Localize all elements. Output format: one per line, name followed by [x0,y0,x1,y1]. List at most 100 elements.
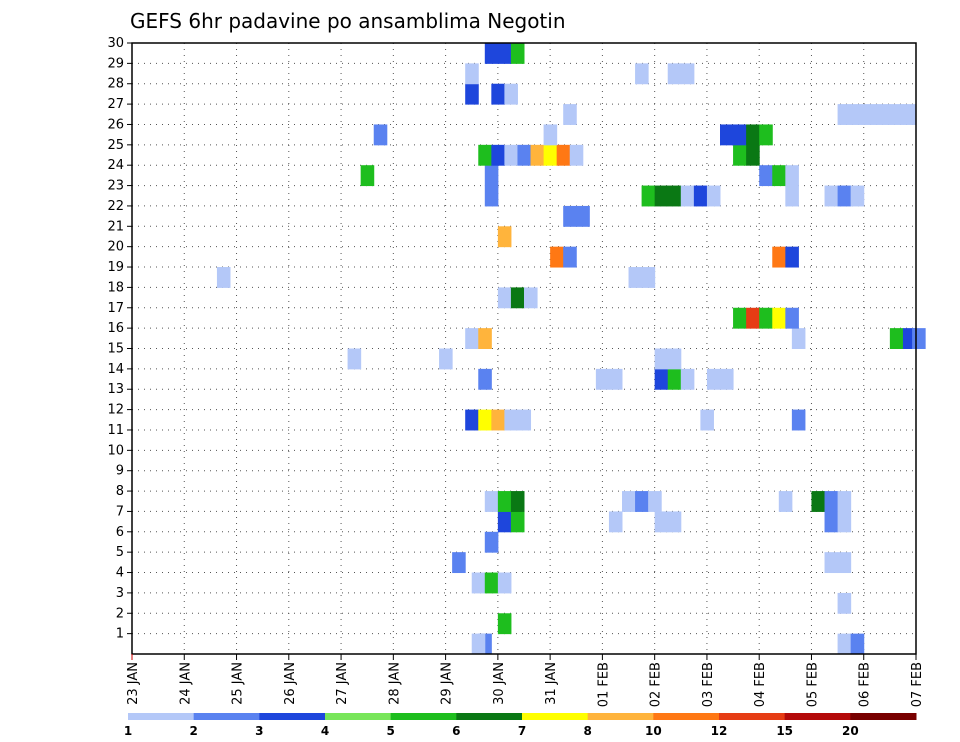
precip-cell [530,144,545,166]
precip-cell [706,368,721,390]
precip-cell [491,144,505,166]
precip-cell [863,104,878,125]
precip-cell [850,633,865,655]
y-tick-label: 24 [107,158,124,173]
precip-cell [497,287,512,309]
y-tick-label: 15 [107,342,124,357]
precip-cell [654,185,669,207]
precip-cell [484,531,499,553]
x-tick-label: 24 JAN [178,662,193,705]
y-tick-label: 25 [107,138,124,153]
precip-cell [465,409,479,431]
precip-cell [510,43,525,64]
precip-cell [497,613,512,635]
y-tick-label: 11 [107,423,124,438]
x-tick-label: 01 FEB [596,662,611,707]
x-tick-label: 31 JAN [544,662,559,705]
precip-cell [785,246,799,268]
precip-cell [484,43,499,64]
precip-cell [824,511,839,533]
precip-cell [484,185,499,207]
precip-cell [563,205,577,227]
precip-cell [837,185,852,207]
y-tick-label: 23 [107,179,124,194]
y-tick-label: 9 [116,464,124,479]
legend-label: 6 [452,724,460,738]
y-tick-label: 3 [116,586,124,601]
y-tick-label: 6 [116,525,124,540]
precip-cell [785,165,799,187]
precip-cell [680,368,695,390]
precip-cell [876,104,891,125]
precip-cell [524,287,538,309]
legend-label: 8 [583,724,591,738]
precip-cell [693,185,708,207]
precip-cell [889,104,904,125]
precip-cell [543,124,558,146]
y-tick-label: 26 [107,117,124,132]
precip-cell [733,307,747,329]
precip-cell [484,572,499,594]
y-tick-label: 10 [107,443,124,458]
precip-cell [706,185,721,207]
precip-cell [569,144,584,166]
precip-cell [778,491,793,512]
precip-cell [484,165,499,187]
precip-cell [889,328,904,349]
precip-cell [465,328,479,349]
precip-cell [837,592,852,614]
legend-swatch [325,713,392,720]
precip-cell [543,144,558,166]
x-tick-label: 04 FEB [753,662,768,707]
precip-cell [824,185,839,207]
precip-cell [837,511,852,533]
legend-label: 20 [842,724,859,738]
legend-swatch [128,713,195,720]
precip-cell [680,63,695,85]
precip-cell [595,368,610,390]
legend-swatch [390,713,457,720]
precip-cell [746,124,760,146]
precip-cell [759,124,773,146]
legend-label: 7 [518,724,526,738]
precip-cell [746,307,760,329]
y-tick-label: 14 [107,362,124,377]
precip-cell [608,511,623,533]
precip-cell [791,409,806,431]
precip-cell [504,144,518,166]
legend-label: 10 [645,724,662,738]
precip-cell [347,348,362,370]
x-tick-label: 07 FEB [910,662,925,707]
precip-cell [216,267,231,288]
precip-cell [491,83,505,105]
precip-cell [680,185,695,207]
precip-cell [772,165,786,187]
y-tick-label: 29 [107,56,124,71]
x-tick-label: 05 FEB [805,662,820,707]
precip-cell [902,104,917,125]
precip-cell [452,552,466,574]
precip-cell [641,267,656,288]
precip-cell [667,63,682,85]
x-tick-label: 06 FEB [858,662,873,707]
legend-label: 4 [321,724,329,738]
precip-cell [517,409,532,431]
legend-swatch [522,713,589,720]
precip-cell [465,63,479,85]
y-tick-label: 12 [107,403,124,418]
x-tick-label: 25 JAN [231,662,246,705]
legend-label: 12 [711,724,728,738]
precip-cell [576,205,590,227]
precip-cell [837,491,852,512]
precip-cell [850,185,865,207]
precip-cell [550,246,564,268]
precip-cell [497,43,512,64]
precip-cell [510,511,525,533]
chart-title: GEFS 6hr padavine po ansamblima Negotin [130,9,566,33]
precip-cell [504,83,518,105]
legend-swatch [784,713,851,720]
precip-cell [912,328,926,349]
precip-cell [478,328,492,349]
x-tick-label: 03 FEB [701,662,716,707]
